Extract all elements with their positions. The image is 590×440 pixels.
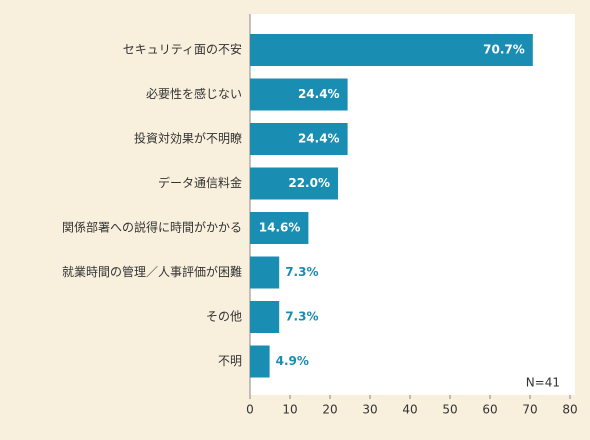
- category-label: 不明: [218, 354, 242, 368]
- value-label: 22.0%: [288, 176, 330, 190]
- plot-area: [250, 14, 575, 395]
- value-label: 4.9%: [276, 354, 309, 368]
- x-tick-label: 50: [442, 403, 457, 417]
- x-tick-label: 60: [482, 403, 497, 417]
- value-label: 24.4%: [298, 87, 340, 101]
- bar: [250, 301, 280, 333]
- x-tick-label: 40: [402, 403, 417, 417]
- bar: [250, 256, 280, 289]
- x-tick-label: 30: [362, 403, 377, 417]
- category-label: 関係部署への説得に時間がかかる: [62, 220, 242, 235]
- x-tick-label: 80: [562, 403, 577, 417]
- category-label: 就業時間の管理／人事評価が困難: [62, 264, 242, 279]
- value-label: 70.7%: [483, 43, 525, 57]
- bar: [250, 167, 338, 200]
- annotation: N=41: [526, 376, 560, 390]
- x-tick-label: 0: [246, 403, 254, 417]
- category-label: データ通信料金: [158, 175, 242, 190]
- x-tick-label: 10: [282, 403, 297, 417]
- value-label: 14.6%: [259, 221, 301, 235]
- category-label: 必要性を感じない: [146, 86, 242, 101]
- value-label: 24.4%: [298, 132, 340, 146]
- value-label: 7.3%: [285, 310, 318, 324]
- x-tick-label: 20: [322, 403, 337, 417]
- bar: [250, 345, 270, 378]
- category-label: その他: [206, 310, 242, 324]
- value-label: 7.3%: [285, 265, 318, 279]
- bar: [250, 34, 533, 66]
- bar: [250, 212, 309, 244]
- category-label: 投資対効果が不明瞭: [134, 131, 242, 146]
- x-tick-label: 70: [522, 403, 537, 417]
- bar: [250, 78, 348, 111]
- bar: [250, 123, 348, 155]
- category-label: セキュリティ面の不安: [123, 42, 242, 57]
